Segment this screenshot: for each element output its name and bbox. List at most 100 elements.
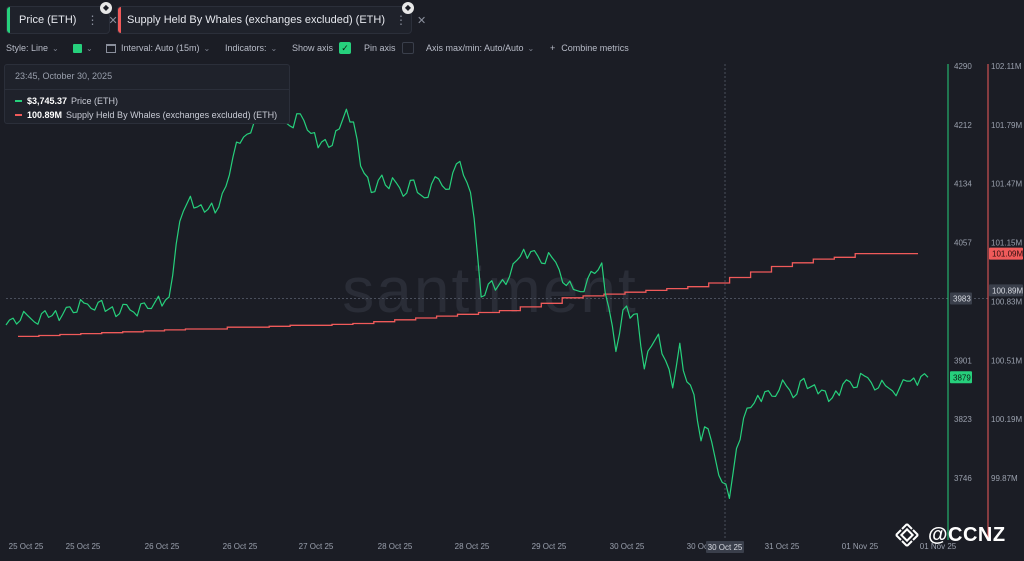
- right-axis-tick-label: 102.11M: [991, 62, 1022, 71]
- show-axis-checkbox[interactable]: ✓: [339, 42, 352, 54]
- tooltip-row-price: $3,745.37 Price (ETH): [15, 96, 118, 106]
- calendar-icon: [106, 43, 116, 53]
- x-axis-tick-label: 31 Oct 25: [765, 542, 800, 551]
- tab-price-label: Price (ETH): [19, 14, 77, 26]
- whales-crosshair-badge: 100.89M: [989, 284, 1023, 297]
- combine-metrics-button[interactable]: + Combine metrics: [550, 40, 629, 56]
- interval-label: Interval: Auto (15m): [121, 43, 200, 53]
- eth-icon: ◆: [402, 2, 414, 14]
- plus-icon: +: [550, 43, 556, 53]
- crosshair-x-badge-text: 30 Oct 25: [708, 543, 743, 552]
- left-axis-tick-label: 3901: [954, 356, 972, 365]
- color-swatch: [73, 43, 82, 53]
- ccnz-watermark: @CCNZ: [894, 522, 1006, 548]
- left-axis-tick-label: 4290: [954, 62, 972, 71]
- price-current-badge-bg: [950, 371, 972, 384]
- axis-range-label: Axis max/min: Auto/Auto: [426, 43, 524, 53]
- eth-icon: ◆: [100, 2, 112, 14]
- price-legend-line: [15, 100, 22, 102]
- indicators-label: Indicators:: [225, 43, 267, 53]
- pin-axis-label: Pin axis: [364, 43, 396, 53]
- x-axis-tick-label: 30 Oct 25: [687, 542, 722, 551]
- chevron-down-icon: ⌄: [203, 43, 211, 53]
- left-axis-tick-label: 3823: [954, 415, 972, 424]
- tab-whales-label: Supply Held By Whales (exchanges exclude…: [127, 14, 386, 26]
- right-axis-tick-label: 100.51M: [991, 356, 1022, 365]
- price-current-badge: 3879: [950, 371, 972, 384]
- right-axis-tick-label: 101.15M: [991, 239, 1022, 248]
- metric-tabs: Price (ETH) ⋮ ✕ ◆ Supply Held By Whales …: [0, 0, 1024, 36]
- price-crosshair-badge: 3983: [950, 292, 972, 305]
- tooltip-price-name: Price (ETH): [71, 96, 119, 106]
- show-axis-label: Show axis: [292, 43, 334, 53]
- right-axis-tick-label: 99.87M: [991, 474, 1018, 483]
- whales-crosshair-badge-text: 100.89M: [992, 286, 1023, 295]
- tab-whales[interactable]: Supply Held By Whales (exchanges exclude…: [117, 2, 426, 34]
- chevron-down-icon: ⌄: [52, 43, 59, 53]
- chart-toolbar: Style: Line ⌄ ⌄ Interval: Auto (15m) ⌄ Ind…: [0, 40, 1024, 56]
- x-axis-tick-label: 01 Nov 25: [842, 542, 879, 551]
- color-picker[interactable]: ⌄: [73, 40, 93, 56]
- right-axis-tick-label: 100.83M: [991, 297, 1022, 306]
- x-axis-tick-label: 28 Oct 25: [378, 542, 413, 551]
- whales-current-badge-text: 101.09M: [992, 250, 1023, 259]
- left-axis-tick-label: 3746: [954, 474, 972, 483]
- indicators-dropdown[interactable]: Indicators: ⌄: [225, 40, 277, 56]
- x-axis-tick-label: 26 Oct 25: [145, 542, 180, 551]
- right-axis-tick-label: 101.79M: [991, 121, 1022, 130]
- x-axis-tick-label: 27 Oct 25: [299, 542, 334, 551]
- series-layer: [5, 95, 929, 499]
- hover-tooltip: 23:45, October 30, 2025 $3,745.37 Price …: [4, 64, 290, 124]
- close-icon[interactable]: ✕: [417, 14, 427, 27]
- pin-axis-checkbox[interactable]: [401, 42, 414, 54]
- x-axis-tick-label: 25 Oct 25: [9, 542, 44, 551]
- show-axis-toggle[interactable]: Show axis ✓: [292, 40, 352, 56]
- tooltip-row-whales: 100.89M Supply Held By Whales (exchanges…: [15, 110, 277, 120]
- binance-diamond-icon: [895, 523, 919, 547]
- x-axis-tick-label: 25 Oct 25: [66, 542, 101, 551]
- chevron-down-icon: ⌄: [270, 43, 278, 53]
- whales-current-badge-bg: [989, 247, 1023, 260]
- tab-whales-color-bar: [118, 7, 121, 33]
- x-axis-tick-label: 01 Nov 25: [920, 542, 957, 551]
- whales-legend-line: [15, 114, 22, 116]
- interval-dropdown[interactable]: Interval: Auto (15m) ⌄: [106, 40, 210, 56]
- whales-supply-line: [18, 252, 918, 338]
- crosshair: [6, 64, 988, 540]
- whales-crosshair-badge-bg: [989, 284, 1023, 297]
- tooltip-whales-value: 100.89M: [27, 110, 63, 120]
- tab-price-color-bar: [7, 7, 10, 33]
- chevron-down-icon: ⌄: [527, 43, 535, 53]
- pin-axis-toggle[interactable]: Pin axis: [364, 40, 414, 56]
- x-axis-tick-label: 30 Oct 25: [610, 542, 645, 551]
- price-current-badge-text: 3879: [953, 373, 971, 382]
- tooltip-date: 23:45, October 30, 2025: [15, 71, 113, 81]
- style-dropdown[interactable]: Style: Line ⌄: [6, 40, 59, 56]
- crosshair-x-badge: 30 Oct 25: [706, 541, 744, 553]
- left-axis-tick-label: 4134: [954, 180, 972, 189]
- axis-range-dropdown[interactable]: Axis max/min: Auto/Auto ⌄: [426, 40, 534, 56]
- right-axis-tick-label: 101.47M: [991, 180, 1022, 189]
- tab-price[interactable]: Price (ETH) ⋮ ✕ ◆: [6, 2, 118, 34]
- more-options-icon[interactable]: ⋮: [86, 13, 99, 27]
- tooltip-whales-name: Supply Held By Whales (exchanges exclude…: [66, 110, 278, 120]
- crosshair-x-badge-bg: [706, 541, 744, 553]
- brand-label: @CCNZ: [928, 523, 1006, 546]
- chart-axes: 42904212413440573979390138233746102.11M1…: [9, 62, 1023, 553]
- price-line: [5, 95, 929, 499]
- left-axis-tick-label: 4212: [954, 121, 972, 130]
- x-axis-tick-label: 26 Oct 25: [223, 542, 258, 551]
- price-crosshair-badge-text: 3983: [953, 295, 971, 304]
- santiment-watermark: santiment: [342, 254, 637, 326]
- more-options-icon[interactable]: ⋮: [395, 13, 408, 27]
- tooltip-divider: [5, 89, 289, 90]
- close-icon[interactable]: ✕: [108, 14, 118, 27]
- right-axis-tick-label: 100.19M: [991, 415, 1022, 424]
- chevron-down-icon: ⌄: [86, 43, 93, 53]
- tooltip-price-value: $3,745.37: [27, 96, 68, 106]
- x-axis-tick-label: 29 Oct 25: [532, 542, 567, 551]
- style-label: Style: Line: [6, 43, 49, 53]
- left-axis-tick-label: 4057: [954, 239, 972, 248]
- price-crosshair-badge-bg: [950, 292, 972, 305]
